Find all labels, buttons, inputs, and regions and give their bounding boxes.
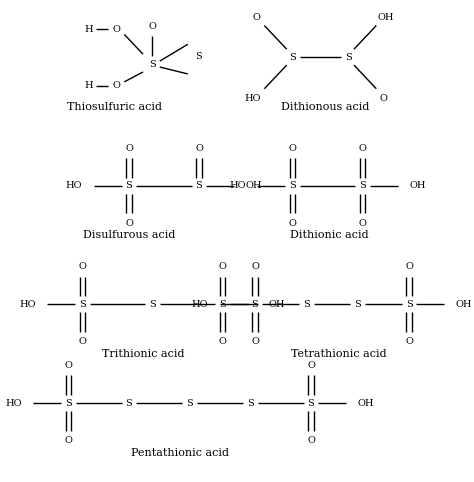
- Text: O: O: [78, 262, 86, 271]
- Text: O: O: [64, 361, 72, 370]
- Text: O: O: [288, 219, 296, 228]
- Text: O: O: [125, 144, 133, 153]
- Text: O: O: [380, 94, 388, 103]
- Text: S: S: [354, 300, 361, 309]
- Text: S: S: [219, 300, 226, 309]
- Text: O: O: [251, 337, 259, 347]
- Text: O: O: [405, 262, 413, 271]
- Text: S: S: [149, 300, 155, 309]
- Text: H: H: [84, 25, 93, 34]
- Text: S: S: [289, 181, 296, 190]
- Text: S: S: [196, 52, 202, 61]
- Text: OH: OH: [409, 181, 426, 190]
- Text: O: O: [405, 337, 413, 347]
- Text: S: S: [359, 181, 366, 190]
- Text: OH: OH: [269, 300, 285, 309]
- Text: S: S: [149, 60, 155, 68]
- Text: HO: HO: [229, 181, 246, 190]
- Text: Dithionous acid: Dithionous acid: [281, 102, 369, 111]
- Text: O: O: [358, 144, 366, 153]
- Text: Thiosulfuric acid: Thiosulfuric acid: [67, 102, 163, 111]
- Text: HO: HO: [5, 399, 22, 408]
- Text: O: O: [219, 262, 226, 271]
- Text: Pentathionic acid: Pentathionic acid: [131, 447, 229, 457]
- Text: O: O: [219, 337, 226, 347]
- Text: HO: HO: [66, 181, 82, 190]
- Text: Tetrathionic acid: Tetrathionic acid: [291, 348, 387, 359]
- Text: OH: OH: [246, 181, 262, 190]
- Text: O: O: [288, 144, 296, 153]
- Text: Disulfurous acid: Disulfurous acid: [83, 230, 175, 240]
- Text: S: S: [126, 399, 132, 408]
- Text: OH: OH: [358, 399, 374, 408]
- Text: O: O: [253, 13, 261, 22]
- Text: S: S: [247, 399, 254, 408]
- Text: OH: OH: [456, 300, 472, 309]
- Text: S: S: [289, 53, 296, 62]
- Text: O: O: [195, 144, 203, 153]
- Text: S: S: [79, 300, 86, 309]
- Text: O: O: [64, 436, 72, 445]
- Text: S: S: [196, 181, 202, 190]
- Text: S: S: [406, 300, 412, 309]
- Text: S: S: [65, 399, 72, 408]
- Text: S: S: [186, 399, 193, 408]
- Text: Trithionic acid: Trithionic acid: [102, 348, 184, 359]
- Text: O: O: [113, 25, 121, 34]
- Text: S: S: [345, 53, 352, 62]
- Text: HO: HO: [245, 94, 261, 103]
- Text: HO: HO: [19, 300, 36, 309]
- Text: Dithionic acid: Dithionic acid: [291, 230, 369, 240]
- Text: O: O: [148, 22, 156, 31]
- Text: O: O: [358, 219, 366, 228]
- Text: S: S: [308, 399, 314, 408]
- Text: S: S: [252, 300, 258, 309]
- Text: H: H: [84, 81, 93, 90]
- Text: O: O: [78, 337, 86, 347]
- Text: HO: HO: [192, 300, 209, 309]
- Text: O: O: [251, 262, 259, 271]
- Text: O: O: [113, 81, 121, 90]
- Text: O: O: [307, 361, 315, 370]
- Text: S: S: [126, 181, 132, 190]
- Text: O: O: [307, 436, 315, 445]
- Text: OH: OH: [377, 13, 394, 22]
- Text: O: O: [125, 219, 133, 228]
- Text: S: S: [303, 300, 310, 309]
